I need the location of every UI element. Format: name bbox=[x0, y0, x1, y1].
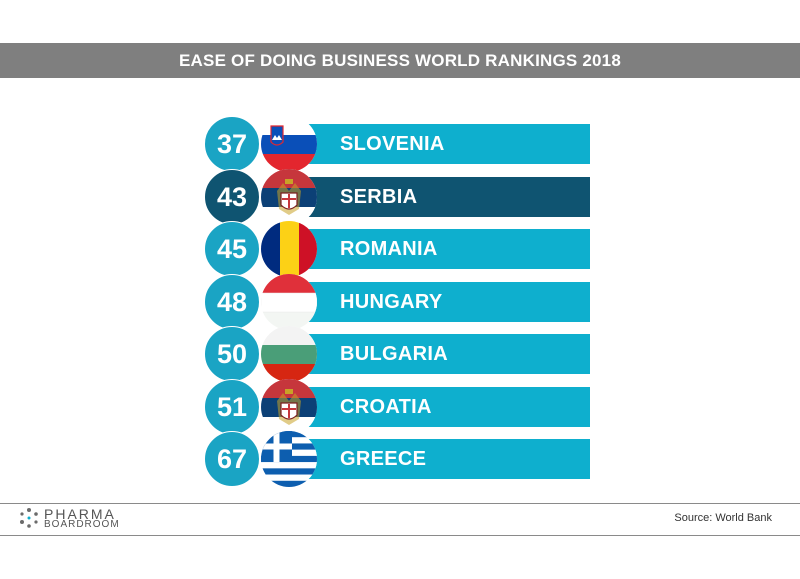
ranking-row: 51 CROATIA bbox=[0, 378, 800, 435]
country-bar bbox=[270, 334, 590, 374]
country-label: SLOVENIA bbox=[340, 133, 445, 155]
rank-number-badge: 50 bbox=[204, 326, 260, 382]
bulgaria-flag-icon bbox=[261, 326, 317, 382]
logo-text-pharma: PHARMA bbox=[44, 506, 116, 522]
rank-number-badge: 45 bbox=[204, 221, 260, 277]
ranking-row: 50 BULGARIA bbox=[0, 326, 800, 382]
ranking-row: 67 GREECE bbox=[0, 431, 800, 487]
country-bar bbox=[270, 281, 590, 322]
country-bar bbox=[270, 124, 590, 164]
country-bar bbox=[270, 386, 590, 427]
ranking-row: 48 HUNGARY bbox=[0, 273, 800, 330]
source-note: Source: World Bank bbox=[674, 512, 772, 524]
rank-number-badge: 43 bbox=[204, 168, 260, 225]
logo-text-boardroom: BOARDROOM bbox=[44, 519, 120, 530]
footer-divider-bottom bbox=[0, 535, 800, 536]
ranking-row: 45 ROMANIA bbox=[0, 221, 800, 277]
chart-title: EASE OF DOING BUSINESS WORLD RANKINGS 20… bbox=[0, 43, 800, 78]
rank-number-badge: 67 bbox=[204, 431, 260, 487]
country-label: BULGARIA bbox=[340, 343, 448, 365]
greece-flag-icon bbox=[261, 431, 317, 487]
country-label: ROMANIA bbox=[340, 238, 438, 260]
rank-number-badge: 37 bbox=[204, 116, 260, 172]
rank-number-badge: 51 bbox=[204, 378, 260, 435]
country-bar bbox=[270, 176, 590, 217]
ranking-row: 37 SLOVENIA bbox=[0, 116, 800, 172]
rank-number-badge: 48 bbox=[204, 273, 260, 330]
country-bar bbox=[270, 229, 590, 269]
country-label: CROATIA bbox=[340, 395, 432, 418]
country-label: HUNGARY bbox=[340, 290, 443, 313]
slovenia-flag-icon bbox=[261, 116, 317, 172]
serbia-flag-icon bbox=[261, 378, 317, 435]
logo-dots-icon bbox=[20, 508, 38, 528]
hungary-flag-icon bbox=[261, 273, 317, 330]
footer-divider-top bbox=[0, 503, 800, 504]
serbia-flag-icon bbox=[261, 168, 317, 225]
romania-flag-icon bbox=[261, 221, 317, 277]
country-bar bbox=[270, 439, 590, 479]
country-label: SERBIA bbox=[340, 185, 418, 208]
ranking-row: 43 SERBIA bbox=[0, 168, 800, 225]
country-label: GREECE bbox=[340, 448, 427, 470]
